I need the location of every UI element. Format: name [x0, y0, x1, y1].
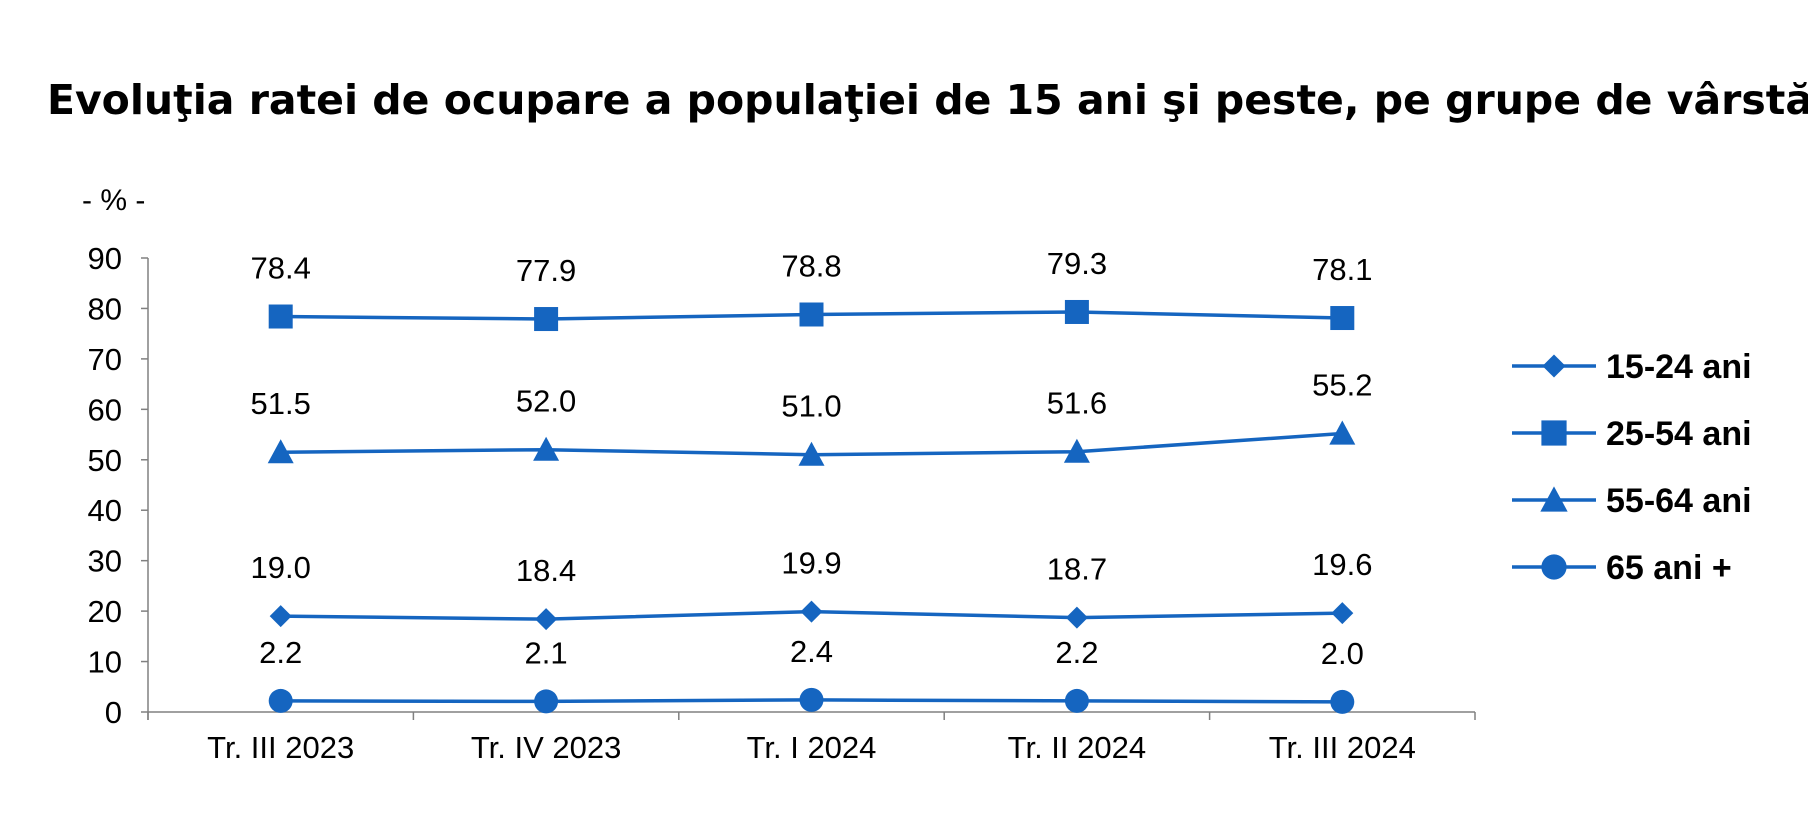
legend-item: 65 ani +	[1512, 549, 1732, 587]
series-group: 19.0 18.4 19.9 18.7 19.6 78.4 77.9 78.8 79.3 78.1…	[251, 246, 1372, 714]
data-point-marker	[1064, 299, 1089, 324]
data-point-marker	[799, 302, 824, 327]
data-point-marker	[1331, 602, 1354, 625]
series-15-24-ani: 19.0 18.4 19.9 18.7 19.6	[251, 546, 1372, 631]
y-tick-label: 70	[88, 342, 122, 377]
y-tick-label: 50	[88, 443, 122, 478]
data-label: 18.7	[1047, 552, 1107, 587]
data-point-marker	[535, 608, 558, 631]
legend-label: 65 ani +	[1606, 549, 1732, 587]
legend-marker	[1540, 486, 1568, 512]
data-label: 2.2	[1055, 635, 1098, 670]
data-label: 2.2	[259, 635, 302, 670]
data-point-marker	[267, 439, 294, 464]
data-label: 19.6	[1312, 547, 1372, 582]
x-axis-ticks: Tr. III 2023 Tr. IV 2023 Tr. I 2024 Tr. II …	[147, 712, 1476, 765]
axes	[147, 258, 1475, 720]
legend: 15-24 ani 25-54 ani 55-64 ani 65 ani +	[1512, 348, 1752, 587]
legend-label: 15-24 ani	[1606, 348, 1752, 386]
data-label: 2.0	[1321, 636, 1364, 671]
data-label: 18.4	[516, 553, 576, 588]
data-label: 51.6	[1047, 386, 1107, 421]
data-label: 79.3	[1047, 246, 1107, 281]
data-label: 19.0	[251, 550, 311, 585]
data-point-marker	[1330, 306, 1355, 331]
data-point-marker	[798, 441, 825, 466]
y-tick-label: 90	[88, 241, 122, 276]
data-point-marker	[1330, 689, 1355, 714]
legend-label: 25-54 ani	[1606, 415, 1752, 453]
data-label: 78.8	[781, 248, 841, 283]
data-point-marker	[269, 605, 292, 628]
data-point-marker	[534, 689, 559, 714]
x-tick-label: Tr. III 2024	[1269, 730, 1416, 765]
data-point-marker	[1064, 688, 1089, 713]
data-point-marker	[1329, 420, 1356, 445]
y-tick-label: 80	[88, 291, 122, 326]
y-tick-label: 20	[88, 594, 122, 629]
legend-label: 55-64 ani	[1606, 482, 1752, 520]
data-label: 77.9	[516, 253, 576, 288]
legend-item: 15-24 ani	[1512, 348, 1752, 386]
data-label: 19.9	[781, 546, 841, 581]
data-point-marker	[268, 304, 293, 329]
legend-marker	[1541, 554, 1567, 580]
data-label: 2.1	[525, 635, 568, 670]
data-label: 78.4	[251, 251, 311, 286]
data-point-marker	[799, 687, 824, 712]
y-tick-label: 60	[88, 392, 122, 427]
y-tick-label: 0	[105, 695, 122, 730]
y-axis-ticks: 0 10 20 30 40 50 60 70 80 90	[88, 241, 148, 730]
legend-marker	[1542, 354, 1566, 378]
legend-item: 55-64 ani	[1512, 482, 1752, 520]
y-tick-label: 10	[88, 645, 122, 680]
data-label: 51.0	[781, 389, 841, 424]
x-tick-label: Tr. IV 2023	[471, 730, 622, 765]
series-55-64-ani: 51.5 52.0 51.0 51.6 55.2	[251, 368, 1372, 466]
data-point-marker	[1063, 438, 1090, 463]
x-tick-label: Tr. I 2024	[747, 730, 877, 765]
data-point-marker	[268, 688, 293, 713]
data-point-marker	[800, 600, 823, 623]
series-25-54-ani: 78.4 77.9 78.8 79.3 78.1	[251, 246, 1372, 332]
data-label: 51.5	[251, 386, 311, 421]
data-label: 2.4	[790, 634, 833, 669]
y-tick-label: 40	[88, 493, 122, 528]
y-tick-label: 30	[88, 544, 122, 579]
legend-item: 25-54 ani	[1512, 415, 1752, 453]
data-point-marker	[1065, 606, 1088, 629]
y-axis-unit-label: - % -	[82, 184, 145, 217]
data-point-marker	[534, 307, 559, 332]
data-point-marker	[533, 436, 560, 461]
legend-marker	[1541, 420, 1567, 446]
chart-title: Evoluţia ratei de ocupare a populaţiei d…	[47, 76, 1808, 124]
data-label: 78.1	[1312, 252, 1372, 287]
x-tick-label: Tr. II 2024	[1008, 730, 1146, 765]
x-tick-label: Tr. III 2023	[207, 730, 354, 765]
data-label: 52.0	[516, 384, 576, 419]
data-label: 55.2	[1312, 368, 1372, 403]
series-65-ani-: 2.2 2.1 2.4 2.2 2.0	[259, 634, 1364, 714]
